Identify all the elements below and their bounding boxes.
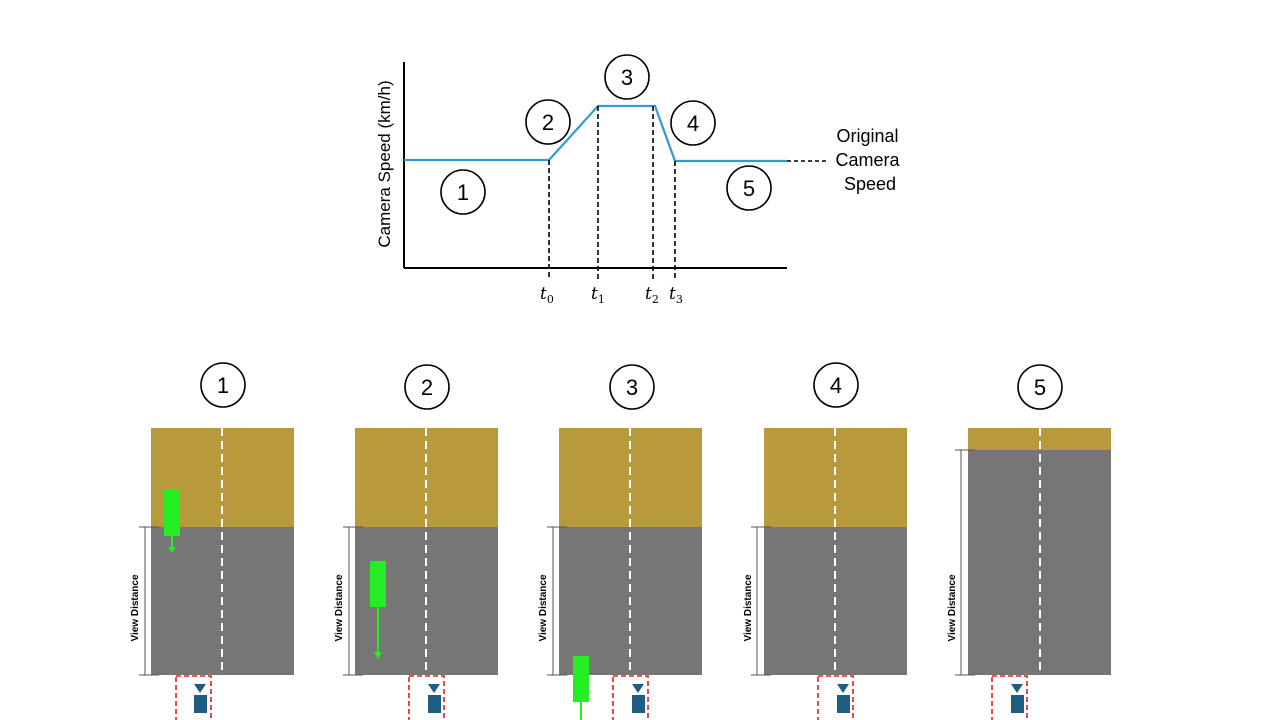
panel-number: 3 xyxy=(626,375,638,400)
panel-5: 5 View Distance xyxy=(947,364,1111,720)
t2-label: t2 xyxy=(645,284,659,306)
view-distance-label: View Distance xyxy=(743,574,754,642)
view-distance-label: View Distance xyxy=(334,574,345,642)
t0-label: t0 xyxy=(540,284,554,306)
vehicle xyxy=(164,490,180,553)
view-distance-label: View Distance xyxy=(538,574,549,642)
t1-label: t1 xyxy=(591,284,605,306)
y-axis-label: Camera Speed (km/h) xyxy=(375,80,394,247)
camera-icon xyxy=(428,684,441,713)
svg-text:5: 5 xyxy=(743,176,755,201)
svg-text:1: 1 xyxy=(457,180,469,205)
camera-box xyxy=(817,675,854,720)
original-speed-label: Original Camera Speed xyxy=(835,126,904,194)
camera-box xyxy=(175,675,212,720)
panel-number-circle xyxy=(200,362,246,408)
camera-box xyxy=(991,675,1028,720)
graph-phase-5: 5 xyxy=(726,165,772,211)
svg-text:2: 2 xyxy=(542,110,554,135)
camera-icon xyxy=(194,684,207,713)
camera-icon xyxy=(632,684,645,713)
camera-icon xyxy=(1011,684,1024,713)
graph-phase-1: 1 xyxy=(440,169,486,215)
view-distance-label: View Distance xyxy=(130,574,141,642)
offroad-area xyxy=(968,428,1111,450)
graph-phase-2: 2 xyxy=(525,99,571,145)
vehicle xyxy=(573,656,589,720)
svg-text:3: 3 xyxy=(621,65,633,90)
panel-number-circle xyxy=(609,364,655,410)
panel-number: 4 xyxy=(830,373,842,398)
panel-number-circle xyxy=(1017,364,1063,410)
camera-icon xyxy=(837,684,850,713)
panel-1: 1 View Distance xyxy=(130,362,294,720)
speed-line xyxy=(404,104,787,163)
vehicle xyxy=(370,561,386,659)
view-distance-label: View Distance xyxy=(947,574,958,642)
panel-number: 1 xyxy=(217,373,229,398)
graph-phase-3: 3 xyxy=(604,54,650,100)
panel-number: 2 xyxy=(421,375,433,400)
panel-3: 3 View Distance xyxy=(538,364,702,720)
svg-text:4: 4 xyxy=(687,111,699,136)
camera-box xyxy=(612,675,649,720)
camera-box xyxy=(408,675,445,720)
panel-2: 2 View Distance xyxy=(334,364,498,720)
speed-graph: Camera Speed (km/h) t0 t1 t2 t3 1 2 3 4 xyxy=(375,54,904,306)
panel-number: 5 xyxy=(1034,375,1046,400)
panel-4: 4 View Distance xyxy=(743,362,907,720)
graph-phase-4: 4 xyxy=(670,100,716,146)
panel-number-circle xyxy=(404,364,450,410)
t3-label: t3 xyxy=(669,284,683,306)
panel-number-circle xyxy=(813,362,859,408)
